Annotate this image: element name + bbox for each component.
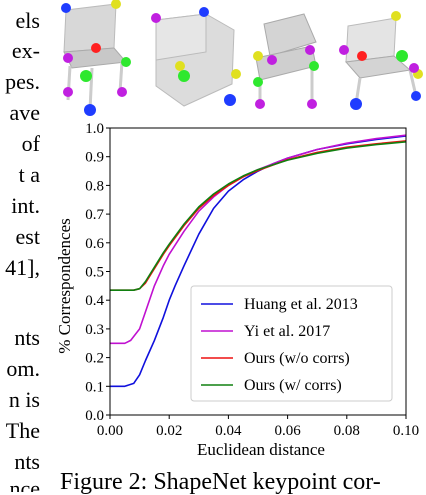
chair-thumbnail-1 bbox=[61, 0, 131, 116]
text-line: nts bbox=[14, 325, 40, 350]
legend-entry: Huang et al. 2013 bbox=[244, 296, 358, 313]
y-tick-label: 0.4 bbox=[85, 293, 104, 309]
y-tick-label: 0.3 bbox=[85, 322, 104, 338]
legend: Huang et al. 2013 Yi et al. 2017 Ours (w… bbox=[190, 285, 393, 402]
text-line: of bbox=[21, 131, 40, 156]
y-tick-label: 0.8 bbox=[85, 178, 104, 194]
x-tick-label: 0.00 bbox=[97, 423, 123, 439]
series-line-3 bbox=[110, 141, 407, 291]
y-tick-label: 0.2 bbox=[85, 351, 104, 367]
x-tick-label: 0.02 bbox=[156, 423, 182, 439]
text-line: t a bbox=[18, 162, 40, 187]
chair-thumbnail-2 bbox=[151, 7, 241, 107]
text-line: els bbox=[15, 8, 40, 33]
legend-entry: Yi et al. 2017 bbox=[244, 323, 330, 340]
legend-box bbox=[190, 285, 393, 402]
text-line: 41], bbox=[5, 255, 40, 280]
x-axis-label: Euclidean distance bbox=[197, 440, 325, 459]
plot-area: 0.00 0.02 0.04 0.06 0.08 0.10 0.0 0.1 0.2 0.3 0.4 0… bbox=[85, 121, 419, 439]
left-column-text: els ex- pes. ave of t a int. est 41], nt… bbox=[0, 0, 40, 493]
legend-entry: Ours (w/ corrs) bbox=[244, 377, 342, 394]
text-line: est bbox=[15, 224, 40, 249]
text-line: ave bbox=[9, 100, 40, 125]
y-tick-label: 1.0 bbox=[85, 121, 104, 137]
text-line: ex- bbox=[11, 38, 40, 63]
series-line-1 bbox=[110, 134, 407, 345]
y-tick-label: 0.7 bbox=[85, 207, 104, 223]
text-line: pes. bbox=[5, 69, 40, 94]
y-axis-label: % Correspondences bbox=[55, 218, 74, 354]
y-tick-label: 0.1 bbox=[85, 379, 104, 395]
text-line: The bbox=[5, 418, 40, 443]
chair-thumbnail-3 bbox=[253, 13, 319, 109]
text-line: nts bbox=[14, 449, 40, 474]
y-tick-label: 0.9 bbox=[85, 150, 104, 166]
x-tick-label: 0.08 bbox=[334, 423, 360, 439]
y-tick-label: 0.6 bbox=[85, 236, 104, 252]
y-tick-label: 0.5 bbox=[85, 265, 104, 281]
y-tick-label: 0.0 bbox=[85, 408, 104, 424]
correspondence-chart: 0.00 0.02 0.04 0.06 0.08 0.10 0.0 0.1 0.2 0.3 0.4 0… bbox=[55, 121, 419, 459]
x-tick-label: 0.04 bbox=[215, 423, 242, 439]
text-line: int. bbox=[11, 193, 40, 218]
text-line: nce bbox=[9, 476, 40, 493]
x-tick-label: 0.06 bbox=[274, 423, 301, 439]
chair-thumbnail-4 bbox=[339, 11, 423, 110]
figure-caption: Figure 2: ShapeNet keypoint cor- bbox=[60, 469, 381, 495]
chair-keypoint-thumbnails bbox=[56, 0, 426, 118]
text-line: n is bbox=[8, 387, 40, 412]
legend-entry: Ours (w/o corrs) bbox=[244, 350, 350, 367]
text-line: om. bbox=[6, 356, 40, 381]
x-tick-label: 0.10 bbox=[393, 423, 419, 439]
